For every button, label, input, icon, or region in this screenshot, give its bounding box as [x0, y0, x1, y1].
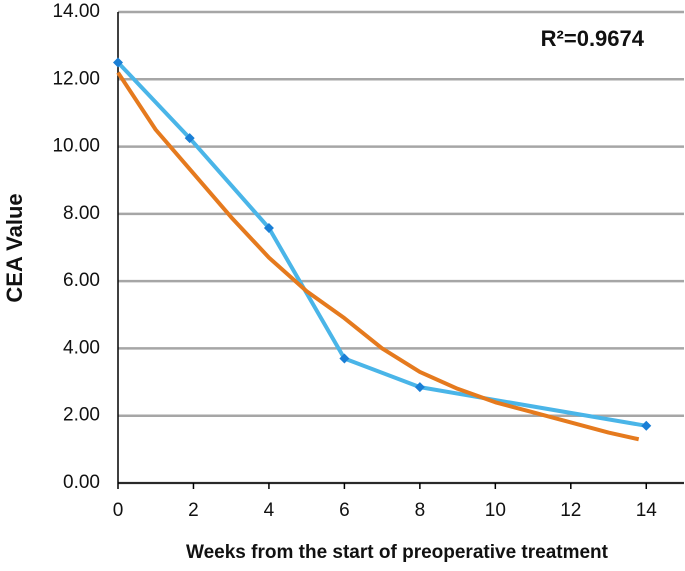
annotation: R²=0.9674 — [541, 26, 645, 51]
y-tick-label: 14.00 — [52, 1, 100, 22]
y-tick-label: 12.00 — [52, 68, 100, 89]
x-tick-label: 2 — [188, 500, 199, 521]
series-line — [116, 71, 640, 442]
y-tick-label: 4.00 — [63, 337, 100, 358]
series-line — [116, 61, 647, 428]
y-tick-label: 0.00 — [63, 472, 100, 493]
x-tick-label: 14 — [636, 500, 658, 521]
point-marker — [641, 420, 652, 431]
point-marker — [339, 353, 350, 364]
y-tick-label: 2.00 — [63, 405, 100, 426]
x-tick-label: 12 — [560, 500, 581, 521]
y-tick-label: 10.00 — [52, 136, 100, 157]
y-axis-label: CEA Value — [2, 193, 27, 302]
x-axis-label: Weeks from the start of preoperative tre… — [186, 542, 609, 563]
x-tick-label: 4 — [264, 500, 275, 521]
point-marker — [414, 382, 425, 393]
x-tick-label: 6 — [339, 500, 350, 521]
x-tick-label: 10 — [485, 500, 506, 521]
point-marker — [184, 133, 195, 144]
y-tick-label: 8.00 — [63, 203, 100, 224]
x-tick-label: 0 — [113, 500, 124, 521]
point-marker — [263, 222, 274, 233]
point-marker — [113, 57, 123, 68]
x-tick-label: 8 — [415, 500, 426, 521]
y-tick-label: 6.00 — [63, 270, 100, 291]
